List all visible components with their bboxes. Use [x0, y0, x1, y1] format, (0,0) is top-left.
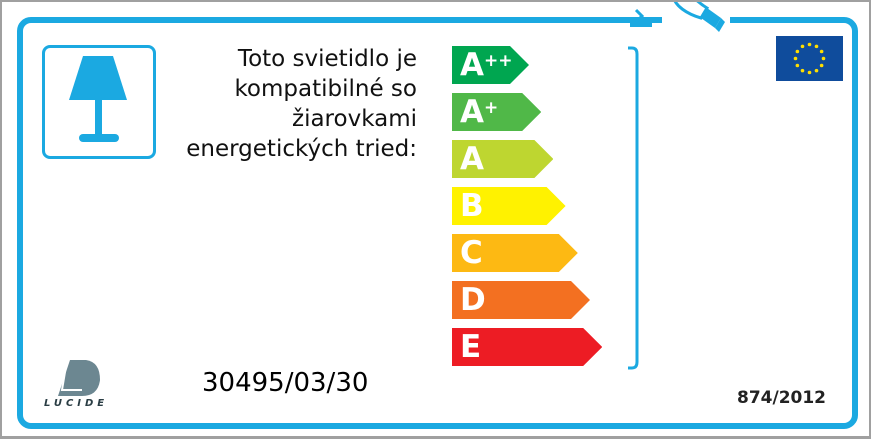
- eu-star: [795, 63, 800, 68]
- class-letter: A: [460, 47, 484, 83]
- energy-class-app: A++: [452, 46, 529, 84]
- eu-star: [819, 63, 824, 68]
- text-line: kompatibilné so: [234, 76, 417, 102]
- class-letter: E: [460, 329, 482, 365]
- energy-class-ap: A+: [452, 93, 542, 131]
- eu-star: [807, 70, 812, 75]
- class-sup: +: [484, 98, 499, 118]
- class-letter: B: [460, 188, 484, 224]
- class-sup: ++: [484, 51, 513, 71]
- energy-class-a: A: [452, 140, 554, 178]
- class-bracket: [628, 46, 639, 370]
- text-line: Toto svietidlo je: [237, 46, 417, 72]
- text-line: energetických tried:: [186, 136, 417, 162]
- energy-class-e: E: [452, 328, 603, 366]
- eu-star: [800, 44, 805, 49]
- eu-star: [800, 68, 805, 73]
- label-frame: [17, 17, 858, 429]
- energy-class-d: D: [452, 281, 590, 319]
- text-line: žiarovkami: [292, 106, 417, 132]
- class-letter: A: [460, 94, 484, 130]
- eu-flag-icon: [776, 36, 843, 81]
- class-letter: A: [460, 141, 484, 177]
- eu-star: [807, 42, 812, 47]
- light-bulb-icon: [673, 2, 725, 32]
- lucide-logo: LUCIDE: [42, 358, 117, 412]
- frame-notch-icon: [630, 8, 652, 27]
- class-letter: D: [460, 282, 486, 318]
- eu-star: [819, 49, 824, 54]
- energy-class-b: B: [452, 187, 566, 225]
- eu-star: [793, 56, 798, 61]
- table-lamp-icon: [42, 45, 156, 159]
- svg-text:LUCIDE: LUCIDE: [44, 398, 108, 408]
- compatibility-text: Toto svietidlo je kompatibilné so žiarov…: [186, 44, 417, 164]
- regulation-number: 874/2012: [737, 388, 827, 408]
- eu-star: [795, 49, 800, 54]
- energy-class-c: C: [452, 234, 578, 272]
- eu-star: [814, 44, 819, 49]
- class-letter: C: [460, 235, 483, 271]
- product-code: 30495/03/30: [202, 368, 369, 398]
- eu-star: [814, 68, 819, 73]
- eu-star: [821, 56, 826, 61]
